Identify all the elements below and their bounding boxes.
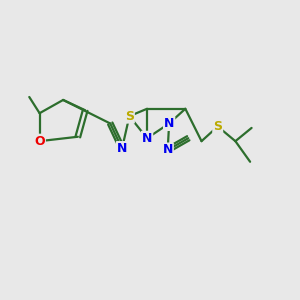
Text: N: N bbox=[163, 143, 173, 157]
Text: N: N bbox=[117, 142, 127, 155]
Text: S: S bbox=[125, 110, 134, 123]
Text: N: N bbox=[142, 132, 152, 145]
Text: O: O bbox=[34, 135, 45, 148]
Text: N: N bbox=[164, 117, 174, 130]
Text: S: S bbox=[213, 120, 222, 133]
